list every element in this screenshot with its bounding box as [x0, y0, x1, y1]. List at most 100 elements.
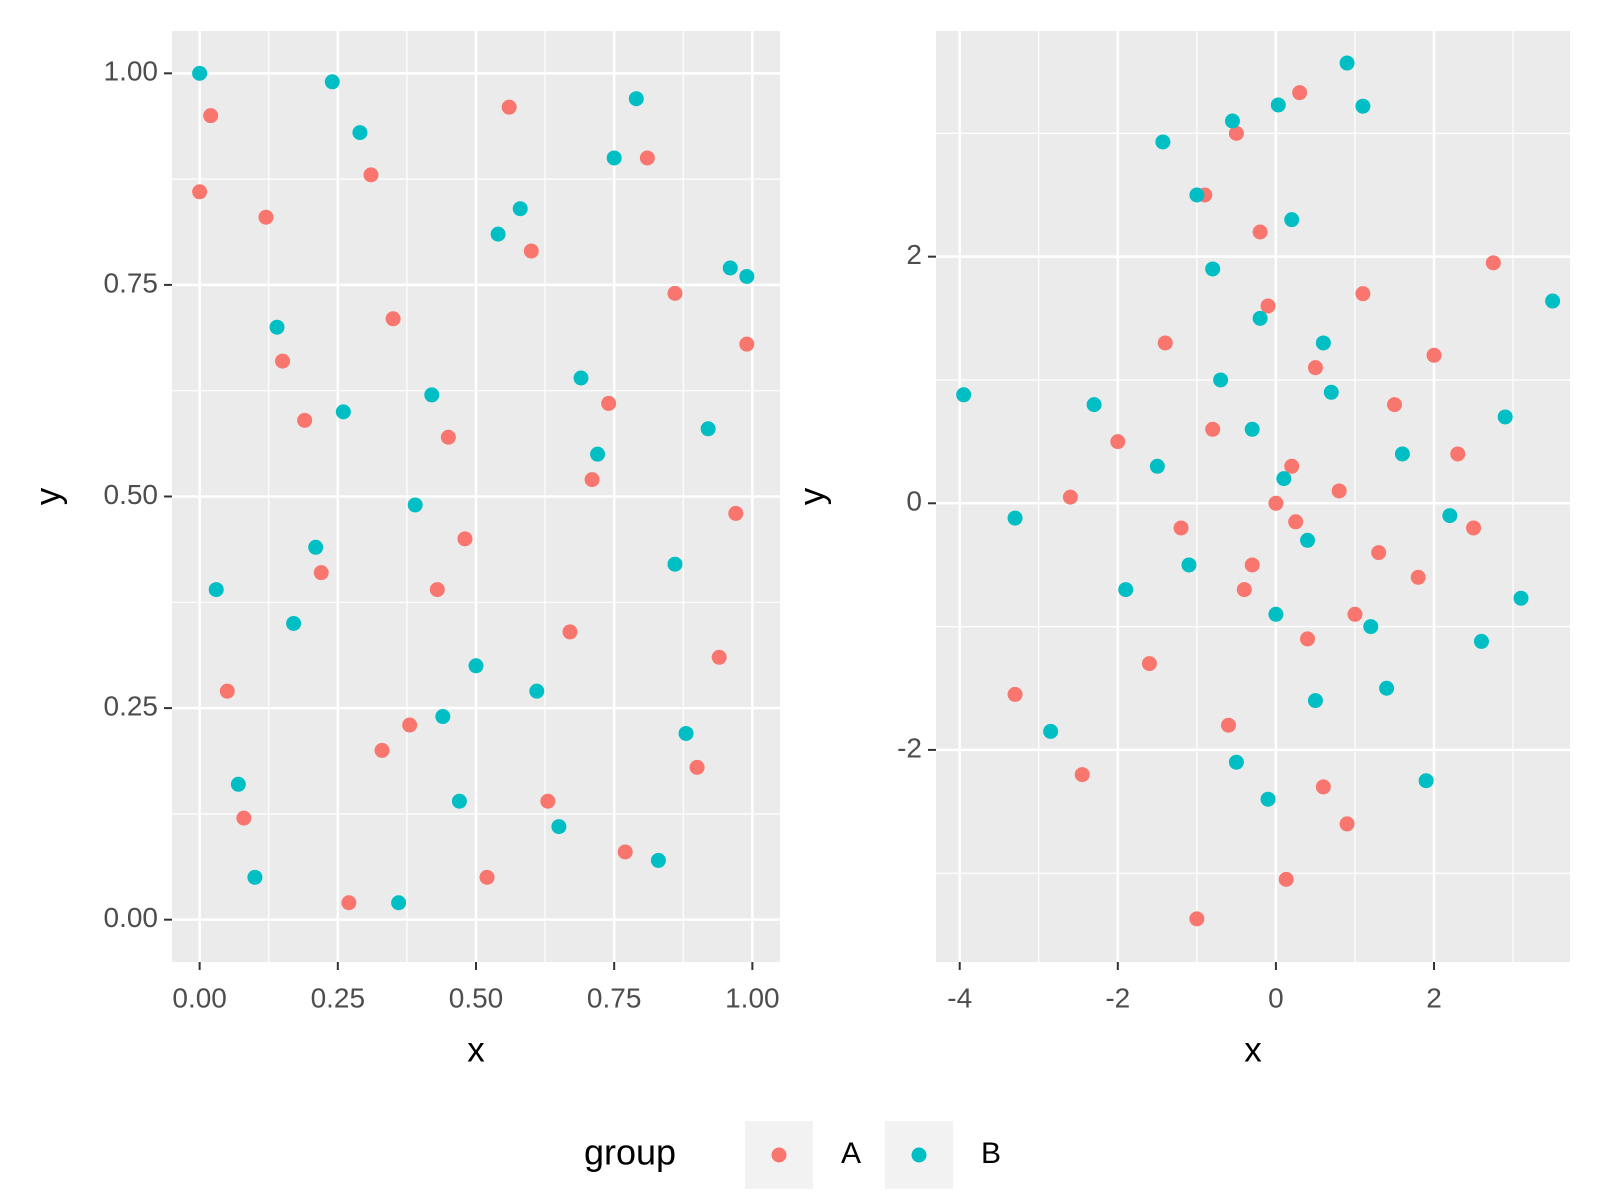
point — [352, 125, 368, 141]
point — [247, 869, 263, 885]
point — [1363, 619, 1379, 635]
point — [1355, 286, 1371, 302]
y-tick-label: 0.00 — [104, 902, 159, 933]
point — [1007, 510, 1023, 526]
point — [1426, 347, 1442, 363]
point — [391, 895, 407, 911]
point — [203, 108, 219, 124]
point — [451, 793, 467, 809]
point — [435, 709, 451, 725]
y-tick-label: 1.00 — [104, 56, 159, 87]
point — [1466, 520, 1482, 536]
point — [1074, 767, 1090, 783]
y-tick-label: 0.25 — [104, 690, 159, 721]
point — [275, 353, 291, 369]
point — [1307, 693, 1323, 709]
point — [335, 404, 351, 420]
point — [269, 319, 285, 335]
point — [1173, 520, 1189, 536]
point — [308, 539, 324, 555]
point — [258, 209, 274, 225]
point — [512, 201, 528, 217]
legend-label: B — [981, 1137, 1001, 1170]
point — [341, 895, 357, 911]
point — [1300, 631, 1316, 647]
point — [230, 776, 246, 792]
point — [1268, 495, 1284, 511]
point — [1371, 545, 1387, 561]
y-tick-label: -2 — [897, 732, 922, 763]
point — [297, 412, 313, 428]
point — [424, 387, 440, 403]
y-tick-label: 0.50 — [104, 479, 159, 510]
point — [1155, 134, 1171, 150]
point — [590, 446, 606, 462]
point — [1292, 85, 1308, 101]
point — [1086, 397, 1102, 413]
point — [1278, 871, 1294, 887]
point — [540, 793, 556, 809]
point — [1244, 557, 1260, 573]
x-tick-label: 2 — [1426, 982, 1442, 1013]
x-tick-label: 0.75 — [587, 982, 642, 1013]
point — [1110, 434, 1126, 450]
y-tick-label: 0 — [906, 486, 922, 517]
y-axis-title: y — [28, 487, 67, 505]
point — [529, 683, 545, 699]
point — [236, 810, 252, 826]
point — [1220, 717, 1236, 733]
point — [573, 370, 589, 386]
point — [374, 742, 390, 758]
point — [584, 472, 600, 488]
point — [1323, 384, 1339, 400]
point — [407, 497, 423, 513]
point — [440, 429, 456, 445]
x-axis-title: x — [467, 1030, 485, 1069]
point — [286, 615, 302, 631]
point — [1228, 754, 1244, 770]
point — [1062, 489, 1078, 505]
point — [1284, 458, 1300, 474]
point — [1007, 686, 1023, 702]
point — [1252, 310, 1268, 326]
point — [402, 717, 418, 733]
point — [1260, 791, 1276, 807]
point — [1387, 397, 1403, 413]
point — [1181, 557, 1197, 573]
point — [457, 531, 473, 547]
point — [956, 387, 972, 403]
point — [667, 556, 683, 572]
point — [1355, 98, 1371, 114]
point — [1189, 187, 1205, 203]
point — [1213, 372, 1229, 388]
point — [722, 260, 738, 276]
point — [1545, 293, 1561, 309]
point — [1410, 569, 1426, 585]
x-tick-label: 1.00 — [725, 982, 780, 1013]
legend-marker — [911, 1147, 927, 1163]
point — [1043, 723, 1059, 739]
point — [1149, 458, 1165, 474]
point — [617, 844, 633, 860]
point — [192, 65, 208, 81]
point — [1284, 212, 1300, 228]
point — [601, 395, 617, 411]
point — [678, 725, 694, 741]
point — [1379, 680, 1395, 696]
point — [1315, 335, 1331, 351]
point — [1347, 606, 1363, 622]
point — [429, 582, 445, 598]
point — [1497, 409, 1513, 425]
point — [1300, 532, 1316, 548]
point — [1224, 113, 1240, 129]
y-axis-title: y — [792, 487, 831, 505]
legend-title: group — [584, 1132, 676, 1173]
y-tick-label: 2 — [906, 239, 922, 270]
point — [728, 505, 744, 521]
point — [1252, 224, 1268, 240]
point — [1339, 816, 1355, 832]
point — [650, 852, 666, 868]
point — [1205, 261, 1221, 277]
point — [313, 565, 329, 581]
point — [739, 336, 755, 352]
